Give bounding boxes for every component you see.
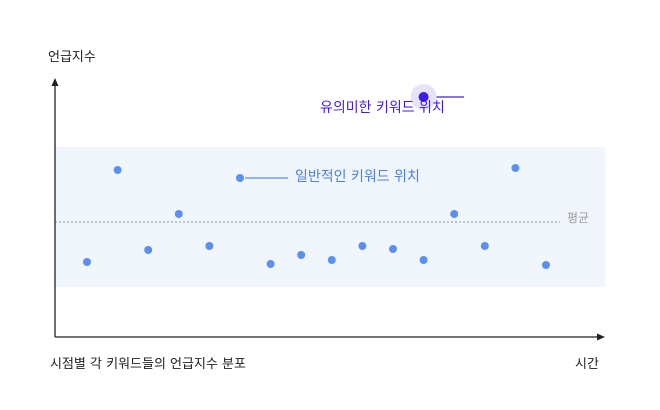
- chart-caption: 시점별 각 키워드들의 언급지수 분포: [50, 357, 246, 372]
- y-axis-arrow-icon: [51, 78, 59, 86]
- general-keyword-point: [266, 260, 275, 268]
- general-keyword-point: [511, 164, 520, 172]
- general-keyword-point: [327, 256, 336, 264]
- general-keyword-point: [113, 166, 122, 174]
- general-keyword-point: [236, 174, 244, 182]
- general-keyword-point: [297, 251, 306, 259]
- general-keyword-point: [205, 242, 214, 250]
- x-axis-title: 시간: [575, 357, 599, 372]
- general-keyword-label: 일반적인 키워드 위치: [295, 169, 420, 185]
- general-keyword-point: [389, 245, 397, 253]
- x-axis-arrow-icon: [597, 333, 605, 341]
- significant-keyword-point: [418, 92, 429, 102]
- general-keyword-point: [480, 242, 489, 250]
- data-points: [83, 84, 550, 269]
- general-keyword-point: [174, 210, 183, 218]
- significant-keyword-label: 유의미한 키워드 위치: [320, 100, 445, 116]
- general-keyword-point: [542, 261, 550, 269]
- general-keyword-point: [83, 258, 91, 266]
- general-keyword-point: [450, 210, 459, 218]
- general-keyword-point: [358, 242, 367, 250]
- average-label: 평균: [567, 211, 590, 225]
- y-axis-title: 언급지수: [48, 50, 96, 65]
- general-keyword-point: [419, 256, 428, 264]
- general-keyword-point: [144, 246, 153, 254]
